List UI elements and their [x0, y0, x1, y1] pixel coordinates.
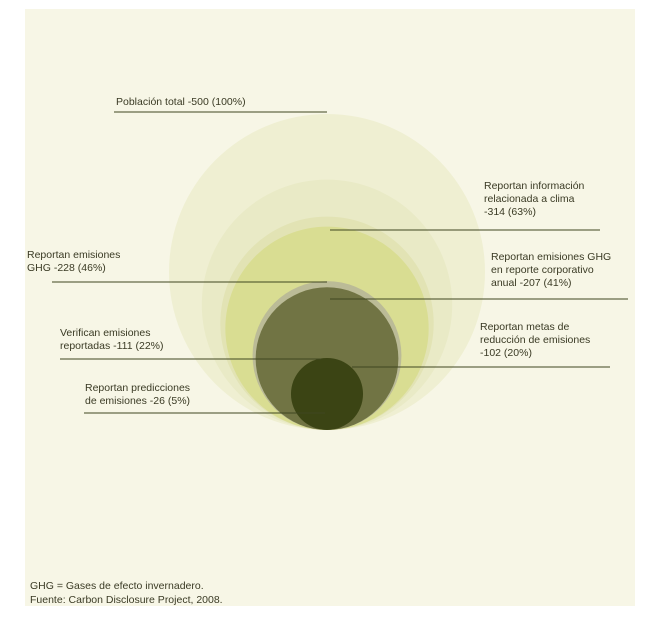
label-emisiones-ghg: Reportan emisiones GHG -228 (46%)	[27, 249, 121, 274]
diagram-panel: Población total -500 (100%) Reportan inf…	[25, 9, 635, 606]
footnote-ghg: GHG = Gases de efecto invernadero.	[30, 580, 204, 592]
label-metas-reduccion: Reportan metas de reducción de emisiones…	[480, 321, 591, 359]
label-verifican-emisiones: Verifican emisiones reportadas -111 (22%…	[60, 327, 164, 352]
label-reporte-corporativo: Reportan emisiones GHG en reporte corpor…	[491, 251, 612, 289]
label-poblacion-total: Población total -500 (100%)	[116, 96, 246, 108]
nested-circles-diagram	[52, 111, 628, 430]
label-informacion-clima: Reportan información relacionada a clima…	[484, 180, 585, 218]
circle-predicciones	[290, 357, 364, 430]
label-predicciones: Reportan predicciones de emisiones -26 (…	[85, 382, 191, 407]
footnote-source: Fuente: Carbon Disclosure Project, 2008.	[30, 594, 223, 606]
